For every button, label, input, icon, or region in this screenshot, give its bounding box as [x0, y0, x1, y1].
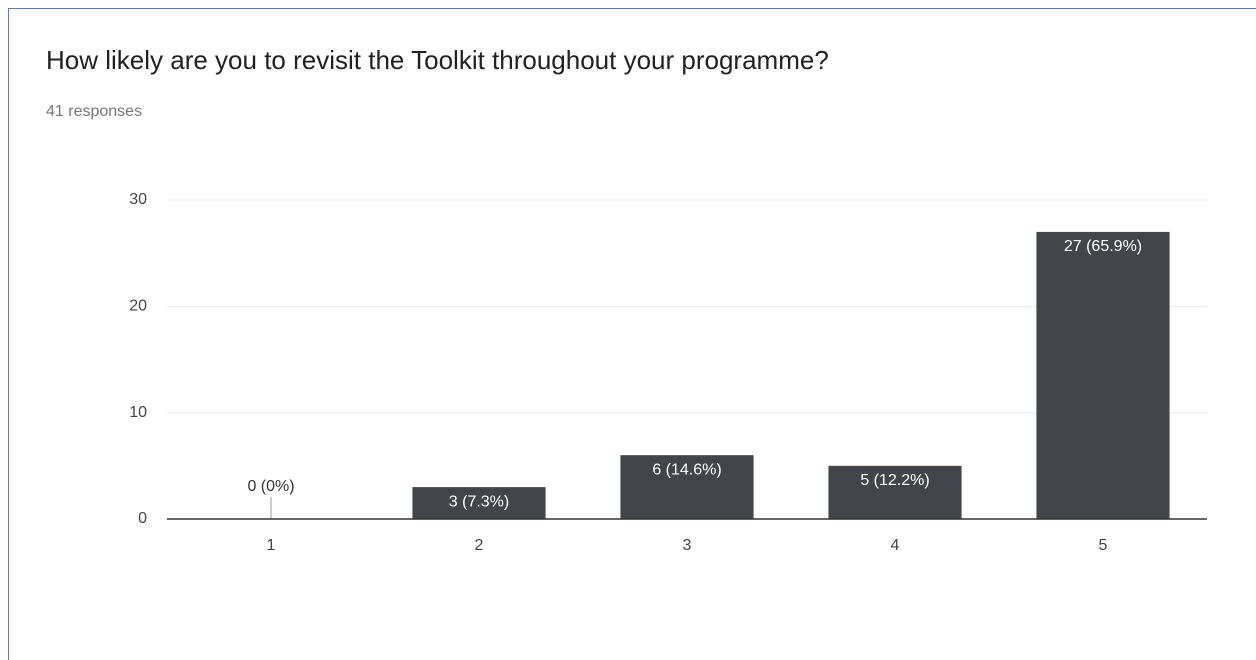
data-label: 5 (12.2%)	[860, 472, 929, 489]
bar	[620, 455, 754, 519]
data-label: 27 (65.9%)	[1064, 238, 1142, 255]
chart-subtitle: 41 responses	[46, 103, 142, 120]
y-tick-label: 0	[138, 510, 147, 527]
bar	[1036, 231, 1170, 519]
frame	[8, 8, 1256, 660]
x-tick-label: 5	[1099, 537, 1108, 554]
data-label: 6 (14.6%)	[652, 461, 721, 478]
x-tick-label: 4	[891, 537, 900, 554]
bar	[828, 465, 962, 519]
x-tick-label: 2	[475, 537, 484, 554]
chart-title: How likely are you to revisit the Toolki…	[46, 45, 829, 75]
x-tick-label: 1	[267, 537, 276, 554]
bar	[412, 487, 546, 519]
y-tick-label: 30	[129, 191, 147, 208]
x-tick-label: 3	[683, 537, 692, 554]
y-tick-label: 10	[129, 404, 147, 421]
data-label: 3 (7.3%)	[449, 493, 509, 510]
y-tick-label: 20	[129, 298, 147, 315]
data-label: 0 (0%)	[247, 478, 294, 495]
